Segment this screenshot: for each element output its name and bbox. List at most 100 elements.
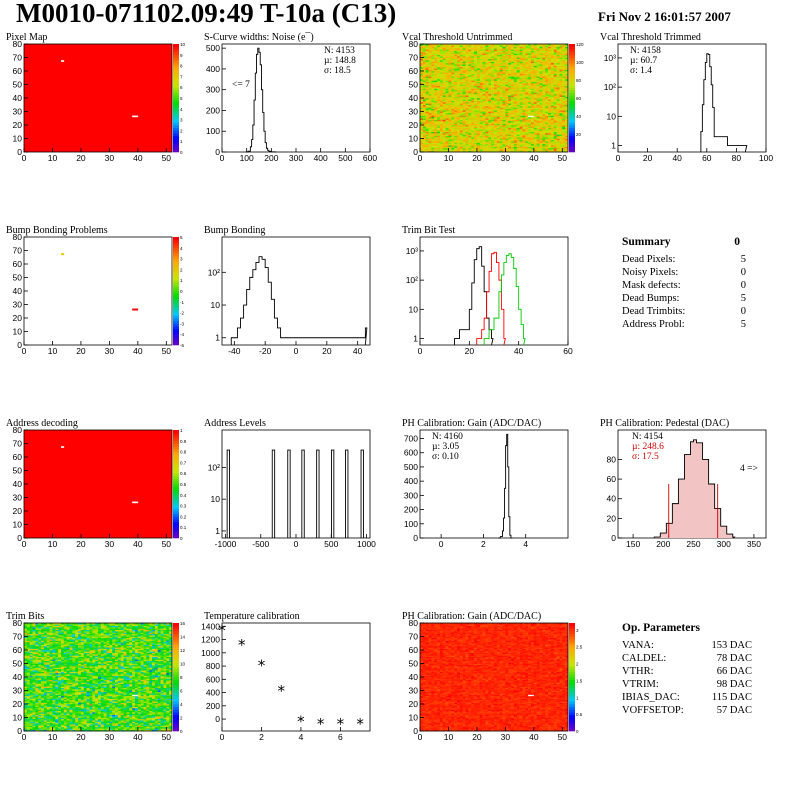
x-tick-label: 50 <box>558 153 568 163</box>
color-palette <box>173 44 179 152</box>
y-tick-label: 70 <box>13 246 23 256</box>
palette-band <box>173 106 179 109</box>
heatmap-cell <box>135 116 138 118</box>
y-tick-label: 1 <box>215 526 220 536</box>
address-level-peak <box>331 450 333 538</box>
x-tick-label: 60 <box>563 346 573 356</box>
x-tick-label: -1000 <box>215 539 237 549</box>
palette-band <box>173 533 179 536</box>
y-tick-label: 200 <box>404 505 418 515</box>
stat-mean: µ: 3.05 <box>432 442 463 452</box>
palette-label: 3 <box>180 257 183 262</box>
y-tick-label: 0 <box>215 147 220 157</box>
panel-title: PH Calibration: Gain (ADC/DAC) <box>402 418 541 429</box>
summary-total: 0 <box>734 236 740 248</box>
palette-band <box>569 98 575 101</box>
x-tick-label: 0 <box>439 539 444 549</box>
palette-band <box>173 495 179 498</box>
palette-band <box>173 294 179 297</box>
summary-value: 0 <box>741 280 746 291</box>
summary-value: 5 <box>741 254 746 265</box>
histogram-series <box>477 252 506 345</box>
heatmap-cells <box>61 253 138 310</box>
y-tick-label: 500 <box>404 462 418 472</box>
palette-band <box>569 114 575 117</box>
y-tick-label: 80 <box>607 454 617 464</box>
palette-label: 0.5 <box>180 482 187 487</box>
heatmap-cells <box>24 44 172 152</box>
x-tick-label: 0 <box>418 153 423 163</box>
x-tick-label: 100 <box>759 153 773 163</box>
color-palette <box>569 44 575 152</box>
underflow-note: <= 7 <box>232 80 250 90</box>
palette-band <box>173 253 179 256</box>
summary-value: 0 <box>741 306 746 317</box>
palette-band <box>173 444 179 447</box>
palette-band <box>173 332 179 335</box>
x-tick-label: 200 <box>656 539 670 549</box>
palette-band <box>569 144 575 147</box>
panel-title: Trim Bit Test <box>402 225 455 236</box>
palette-band <box>569 55 575 58</box>
palette-label: 0.9 <box>180 439 187 444</box>
summary-row: Dead Trimbits:0 <box>622 306 746 319</box>
palette-band <box>173 139 179 142</box>
palette-band <box>569 112 575 115</box>
x-tick-label: 200 <box>264 153 278 163</box>
palette-band <box>173 446 179 449</box>
palette-band <box>569 117 575 120</box>
palette-label: 3 <box>180 118 183 123</box>
y-tick-label: 0 <box>17 340 22 350</box>
y-tick-label: 10 <box>13 520 23 530</box>
palette-band <box>173 465 179 468</box>
y-tick-label: 60 <box>13 452 23 462</box>
y-tick-label: 50 <box>13 80 23 90</box>
x-tick-label: 0 <box>294 539 299 549</box>
x-tick-label: 40 <box>672 153 682 163</box>
palette-label: 0.7 <box>180 460 187 465</box>
palette-band <box>173 498 179 501</box>
palette-band <box>173 283 179 286</box>
palette-band <box>173 256 179 259</box>
palette-label: 0.2 <box>180 514 187 519</box>
palette-band <box>173 315 179 318</box>
palette-band <box>173 334 179 337</box>
y-tick-label: 10² <box>604 82 616 92</box>
summary-value: 5 <box>741 319 746 330</box>
palette-band <box>173 251 179 254</box>
palette-label: 0 <box>180 150 183 155</box>
color-palette <box>173 430 179 538</box>
y-tick-label: 60 <box>409 66 419 76</box>
heatmap-cell <box>61 253 64 255</box>
histogram-series <box>245 48 276 152</box>
palette-band <box>173 299 179 302</box>
palette-label: 100 <box>576 60 584 65</box>
y-tick-label: 400 <box>206 64 220 74</box>
y-tick-label: 0 <box>17 147 22 157</box>
palette-band <box>173 525 179 528</box>
palette-label: -2 <box>180 311 184 316</box>
summary-value: 0 <box>741 267 746 278</box>
summary-label: Address Probl: <box>622 319 685 330</box>
palette-band <box>173 237 179 240</box>
palette-band <box>173 487 179 490</box>
palette-label: 0.3 <box>180 504 187 509</box>
heatmap-cell <box>135 502 138 504</box>
x-tick-label: 0 <box>22 346 27 356</box>
overflow-note: 4 => <box>740 464 758 474</box>
palette-band <box>173 85 179 88</box>
y-tick-label: 40 <box>13 479 23 489</box>
palette-label: 80 <box>576 78 582 83</box>
summary-row: Noisy Pixels:0 <box>622 267 746 280</box>
x-tick-label: 0 <box>616 153 621 163</box>
x-tick-label: 350 <box>747 539 761 549</box>
panel-title: S-Curve widths: Noise (e¯) <box>204 32 314 43</box>
stat-sigma: σ: 18.5 <box>324 66 356 76</box>
histogram-series <box>455 247 494 345</box>
palette-label: 1 <box>180 139 183 144</box>
palette-band <box>173 240 179 243</box>
